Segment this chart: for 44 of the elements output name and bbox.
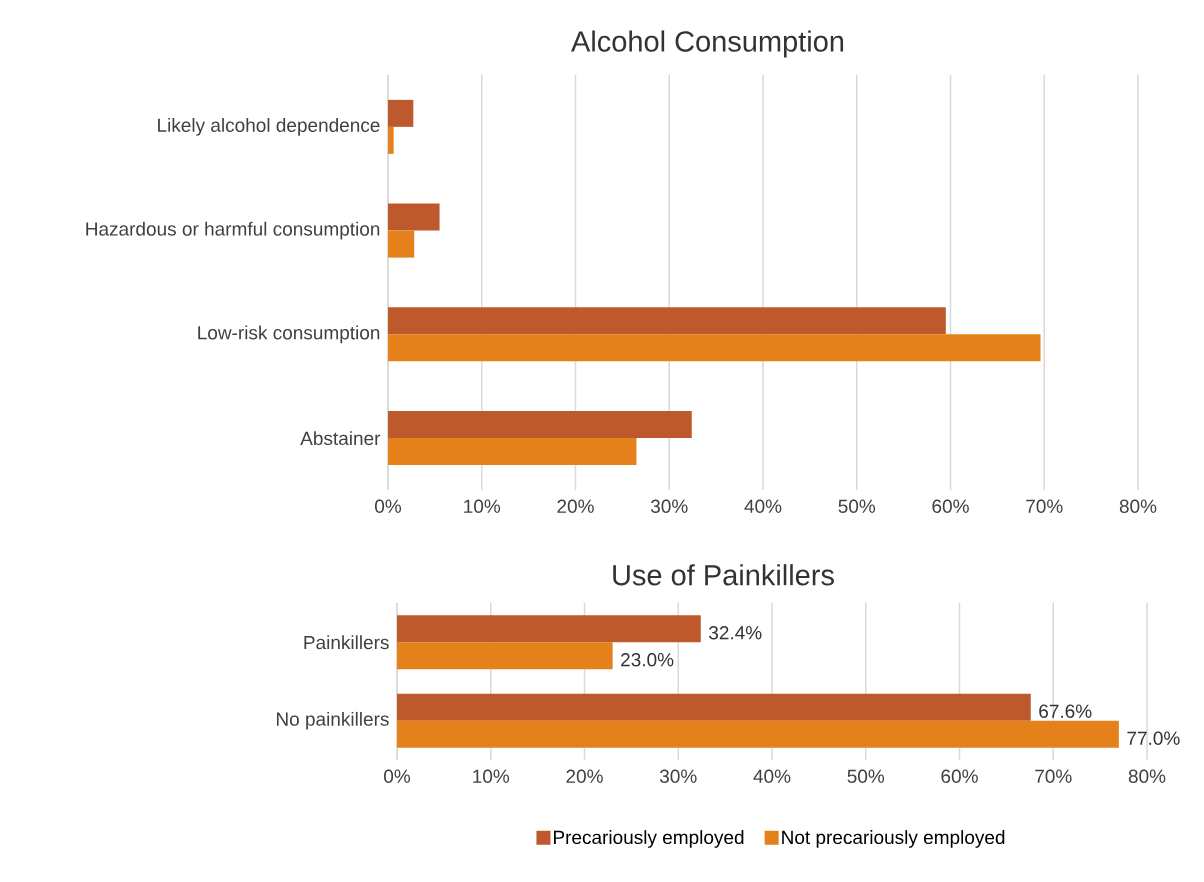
x-tick-label: 60% [932,499,969,513]
x-tick-label: 10% [464,499,501,513]
x-tick-label: 70% [1026,499,1063,513]
x-tick-label: 20% [566,769,603,783]
bar [388,438,637,466]
bar [388,203,440,231]
x-tick-label: 80% [1128,769,1166,783]
chart-title: Alcohol Consumption [571,30,844,58]
x-tick-label: 30% [650,499,688,513]
x-tick-label: 40% [744,499,782,513]
x-tick-label: 50% [838,499,876,513]
y-tick-label: Likely alcohol dependence [158,118,380,136]
y-tick-label: Hazardous or harmful consumption [86,221,380,240]
bar [388,411,692,439]
y-tick-label: Low-risk consumption [198,325,380,344]
x-tick-label: 10% [473,769,510,783]
data-label: 77.0% [1127,731,1180,745]
y-tick-label: Painkillers [304,635,389,650]
x-tick-label: 20% [557,499,594,513]
legend-label: Not precariously employed [782,830,1005,848]
x-tick-label: 70% [1035,769,1072,783]
x-tick-label: 60% [941,769,978,783]
bar [388,126,394,154]
x-tick-label: 80% [1119,499,1157,513]
x-tick-label: 50% [847,769,885,783]
bar [397,693,1031,721]
legend-label: Precariously employed [553,830,744,848]
bar [388,99,414,127]
x-tick-label: 30% [659,769,697,783]
x-tick-label: 0% [384,769,411,783]
y-tick-label: Abstainer [300,431,381,446]
chart-title: Use of Painkillers [613,564,834,586]
bar [397,642,613,670]
x-tick-label: 0% [375,499,402,513]
data-label: 67.6% [1039,704,1092,718]
y-tick-label: No painkillers [276,711,389,730]
bar [397,720,1119,748]
bar [388,307,946,335]
data-label: 32.4% [709,626,762,640]
x-tick-label: 40% [753,769,791,783]
bar [397,615,701,643]
data-label: 23.0% [621,653,674,667]
bar [388,230,415,258]
bar [388,334,1041,362]
